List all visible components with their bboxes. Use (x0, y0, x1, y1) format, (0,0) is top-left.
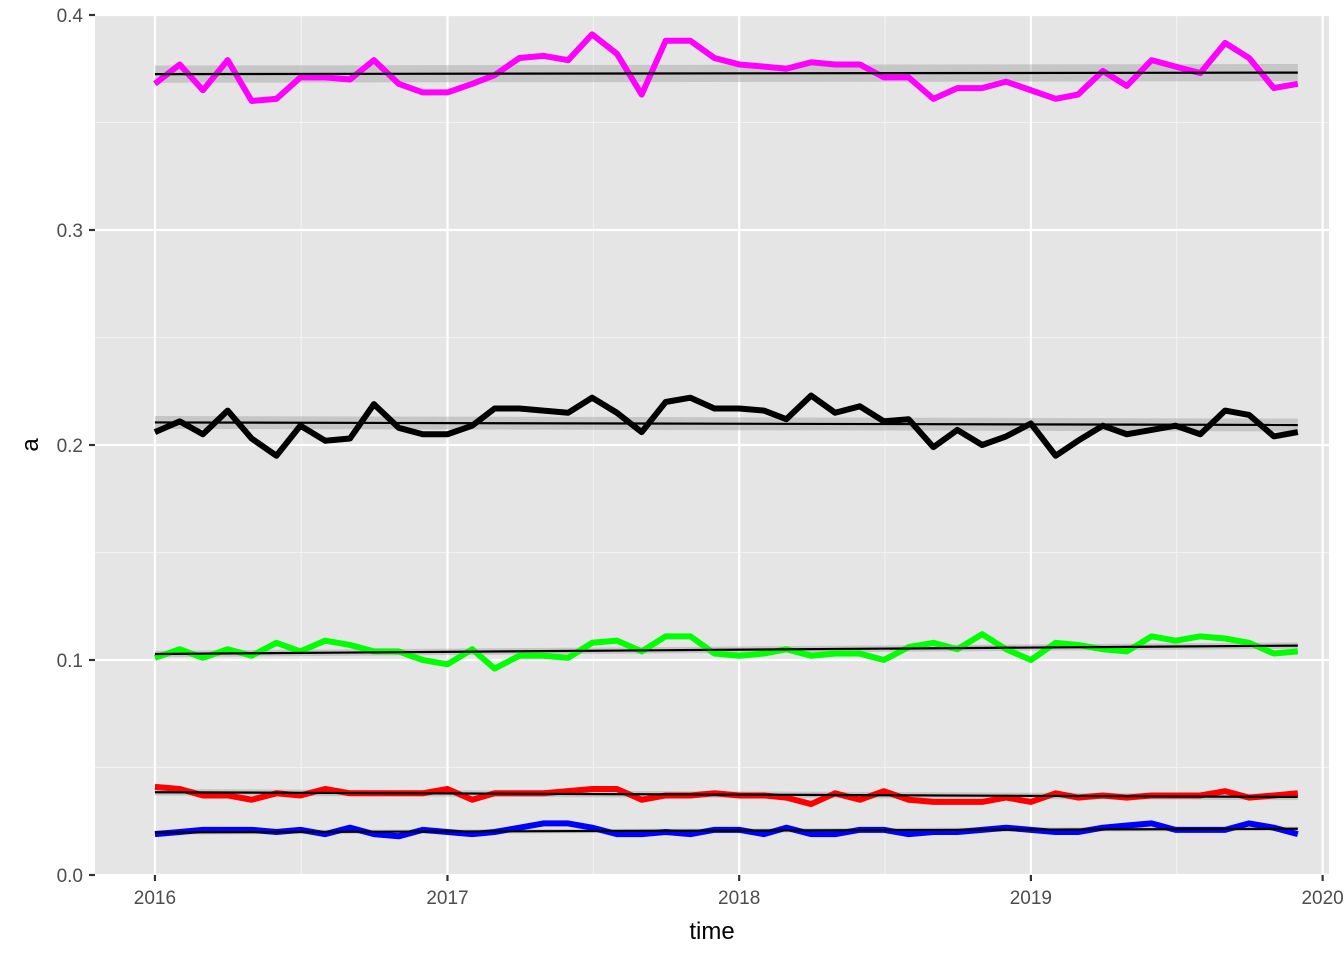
x-tick-label: 2018 (718, 888, 760, 909)
y-tick-label: 0.2 (57, 436, 83, 457)
y-axis-title: a (17, 438, 44, 452)
y-axis: 0.0 0.1 0.2 0.3 0.4 (57, 6, 95, 887)
y-tick-label: 0.0 (57, 866, 83, 887)
x-axis-title: time (689, 918, 734, 945)
series-line-2 (153, 631, 1299, 672)
trend-line-0 (154, 71, 1298, 76)
y-tick-label: 0.4 (57, 6, 84, 27)
trend-line-4 (154, 827, 1298, 834)
x-tick-label: 2017 (426, 888, 468, 909)
y-tick-label: 0.3 (57, 221, 83, 242)
y-tick-label: 0.1 (57, 651, 83, 672)
x-tick-label: 2020 (1301, 888, 1343, 909)
x-tick-label: 2016 (134, 888, 176, 909)
trend-line-2 (154, 644, 1298, 656)
trend-line-1 (154, 421, 1298, 427)
x-tick-label: 2019 (1010, 888, 1052, 909)
x-axis: 2016 2017 2018 2019 2020 (134, 875, 1344, 909)
trend-line-3 (154, 791, 1298, 799)
trend-lines (154, 71, 1298, 834)
grid-major (95, 13, 1329, 877)
series-line-1 (153, 392, 1299, 459)
